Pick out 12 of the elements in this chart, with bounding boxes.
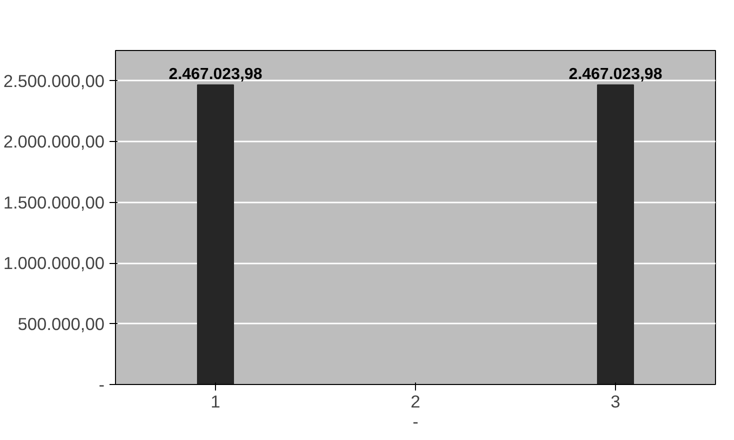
- y-tick-label: 2.000.000,00: [3, 132, 105, 152]
- x-tick-label: 2: [410, 392, 420, 412]
- data-label: 2.467.023,98: [568, 66, 662, 83]
- y-tick-label: -: [98, 374, 105, 394]
- x-tick-label: 3: [610, 392, 620, 412]
- y-tick-label: 2.500.000,00: [3, 70, 105, 91]
- y-tick-label: 1.500.000,00: [3, 192, 105, 212]
- x-tick-label: 1: [210, 392, 220, 412]
- data-label: 2.467.023,98: [168, 66, 262, 83]
- x-axis-title: -: [412, 412, 418, 432]
- y-tick-label: 500.000,00: [18, 314, 105, 334]
- y-tick-label: 1.000.000,00: [3, 253, 105, 274]
